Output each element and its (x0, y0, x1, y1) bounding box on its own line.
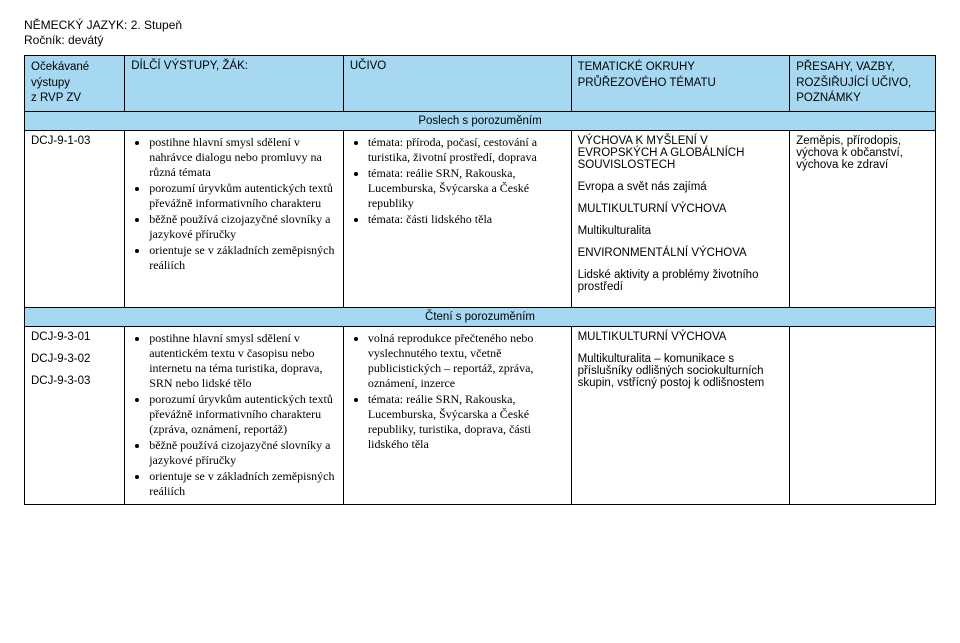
ucivo-cell: volná reprodukce přečteného nebo vyslech… (343, 326, 571, 504)
header-row: Očekávané výstupy z RVP ZV DÍLČÍ VÝSTUPY… (25, 56, 936, 112)
outputs-cell: postihne hlavní smysl sdělení v autentic… (125, 326, 344, 504)
topics-cell: VÝCHOVA K MYŠLENÍ V EVROPSKÝCH A GLOBÁLN… (571, 130, 790, 307)
code-cell: DCJ-9-1-03 (25, 130, 125, 307)
code-cell: DCJ-9-3-01 DCJ-9-3-02 DCJ-9-3-03 (25, 326, 125, 504)
header-partial-outputs: DÍLČÍ VÝSTUPY, ŽÁK: (125, 56, 344, 112)
table-row: DCJ-9-3-01 DCJ-9-3-02 DCJ-9-3-03 postihn… (25, 326, 936, 504)
ucivo-cell: témata: příroda, počasí, cestování a tur… (343, 130, 571, 307)
overlaps-cell: Zeměpis, přírodopis, výchova k občanství… (790, 130, 936, 307)
section-reading: Čtení s porozuměním (25, 307, 936, 326)
topics-cell: MULTIKULTURNÍ VÝCHOVA Multikulturalita –… (571, 326, 790, 504)
overlaps-cell (790, 326, 936, 504)
header-outcomes: Očekávané výstupy z RVP ZV (25, 56, 125, 112)
outputs-cell: postihne hlavní smysl sdělení v nahrávce… (125, 130, 344, 307)
title-line-1: NĚMECKÝ JAZYK: 2. Stupeň (24, 18, 936, 32)
curriculum-table: Očekávané výstupy z RVP ZV DÍLČÍ VÝSTUPY… (24, 55, 936, 505)
header-topics: TEMATICKÉ OKRUHY PRŮŘEZOVÉHO TÉMATU (571, 56, 790, 112)
section-listening: Poslech s porozuměním (25, 111, 936, 130)
header-overlaps: PŘESAHY, VAZBY, ROZŠIŘUJÍCÍ UČIVO, POZNÁ… (790, 56, 936, 112)
title-line-2: Ročník: devátý (24, 33, 936, 47)
table-row: DCJ-9-1-03 postihne hlavní smysl sdělení… (25, 130, 936, 307)
header-ucivo: UČIVO (343, 56, 571, 112)
